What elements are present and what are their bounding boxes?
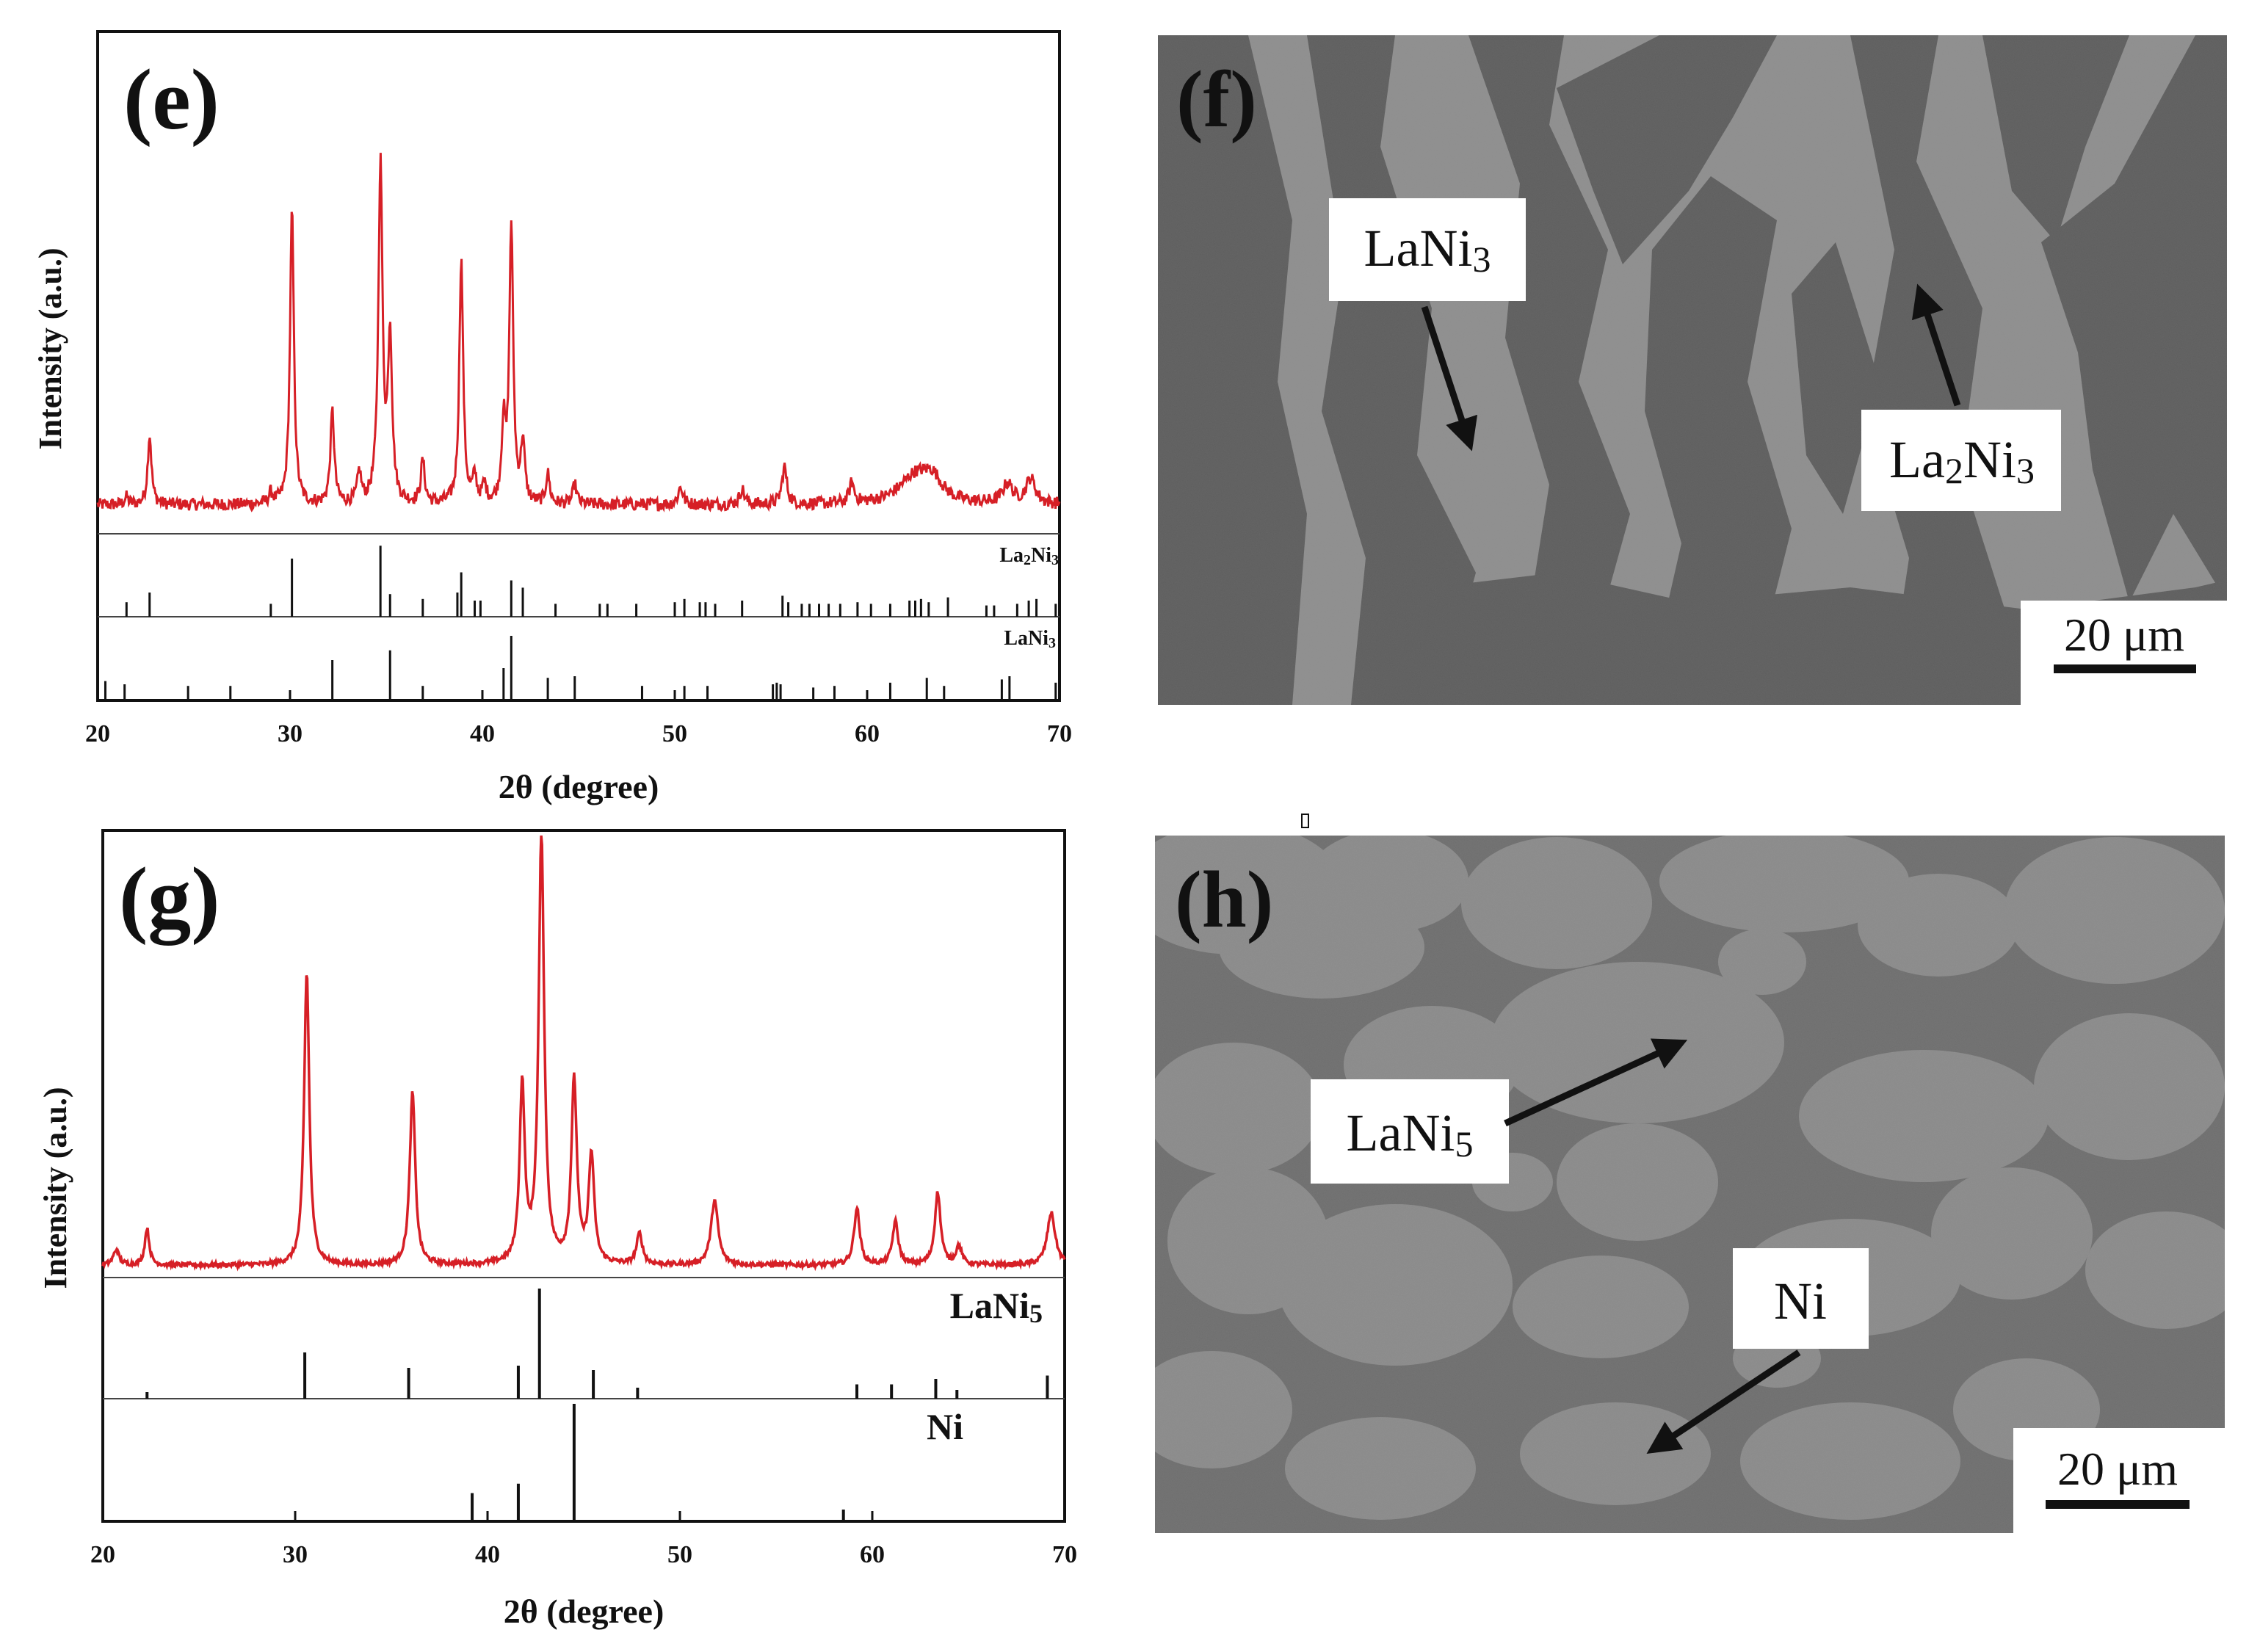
arrow xyxy=(1421,305,1478,452)
x-tick-label: 60 xyxy=(855,720,880,747)
x-tick-label: 70 xyxy=(1047,720,1072,747)
scale-bar-label: 20 μm xyxy=(2064,609,2184,661)
plot-frame xyxy=(101,829,1066,1523)
xrd-panel-e: (e) La2Ni3 LaNi3 20 30 40 50 60 70 2θ (degree… xyxy=(32,30,1072,805)
x-axis: 20 30 40 50 60 70 xyxy=(85,690,1072,747)
arrow xyxy=(1646,1350,1801,1454)
x-axis-title: 2θ (degree) xyxy=(499,768,659,805)
measured-trace xyxy=(101,835,1066,1272)
x-tick-label: 30 xyxy=(278,720,303,747)
reference-label-lani5: LaNi5 xyxy=(950,1285,1043,1328)
reference-label-la2ni3: La2Ni3 xyxy=(999,544,1059,568)
reference-pattern-la2ni3 xyxy=(125,546,1057,617)
reference-label-ni: Ni xyxy=(927,1406,963,1447)
phase-label-lani3: LaNi3 xyxy=(1364,219,1491,280)
x-axis: 20 30 40 50 60 70 xyxy=(90,1511,1077,1568)
sem-micrograph-f: (f) LaNi3 La2Ni3 20 μm xyxy=(1158,35,2227,705)
panel-label: (h) xyxy=(1175,855,1273,944)
panel-label: (e) xyxy=(123,51,220,148)
phase-label-box xyxy=(1733,1248,1869,1349)
x-tick-label: 60 xyxy=(860,1541,885,1568)
x-tick-label: 20 xyxy=(90,1541,115,1568)
x-tick-label: 30 xyxy=(283,1541,308,1568)
x-axis-title: 2θ (degree) xyxy=(504,1593,664,1630)
y-axis-title: Intensity (a.u.) xyxy=(37,1087,73,1289)
x-tick-label: 20 xyxy=(85,720,110,747)
scale-bar-box xyxy=(2021,601,2227,705)
reference-pattern-lani5 xyxy=(145,1289,1049,1399)
phase-label-box xyxy=(1329,198,1526,301)
x-tick-label: 40 xyxy=(470,720,495,747)
panel-label: (g) xyxy=(119,849,220,946)
arrow xyxy=(1504,1038,1688,1127)
x-tick-label: 70 xyxy=(1052,1541,1077,1568)
xrd-panel-g: (g) LaNi5 Ni 20 30 40 50 60 70 2θ (degree) In… xyxy=(37,829,1077,1630)
x-tick-label: 50 xyxy=(667,1541,692,1568)
scale-bar xyxy=(2054,664,2196,673)
measured-trace xyxy=(96,153,1061,512)
x-tick-label: 50 xyxy=(662,720,687,747)
phase-label-box xyxy=(1311,1079,1509,1184)
phase-label-la2ni3: La2Ni3 xyxy=(1889,430,2035,491)
phase-label-box xyxy=(1861,410,2061,511)
marker xyxy=(1301,814,1309,828)
sem-micrograph-h: (h) LaNi5 Ni 20 μm xyxy=(1155,836,2225,1533)
panel-label: (f) xyxy=(1176,54,1257,144)
scale-bar xyxy=(2046,1500,2190,1509)
x-tick-label: 40 xyxy=(475,1541,500,1568)
arrow xyxy=(1911,283,1961,407)
scale-bar-box xyxy=(2013,1428,2225,1533)
reference-label-lani3: LaNi3 xyxy=(1004,627,1056,651)
reference-pattern-ni xyxy=(471,1404,845,1521)
reference-pattern-lani3 xyxy=(104,636,1057,700)
y-axis-title: Intensity (a.u.) xyxy=(32,247,68,449)
phase-label-ni: Ni xyxy=(1774,1272,1827,1330)
plot-frame xyxy=(96,30,1061,702)
phase-label-lani5: LaNi5 xyxy=(1347,1104,1474,1164)
scale-bar-label: 20 μm xyxy=(2057,1443,2178,1495)
